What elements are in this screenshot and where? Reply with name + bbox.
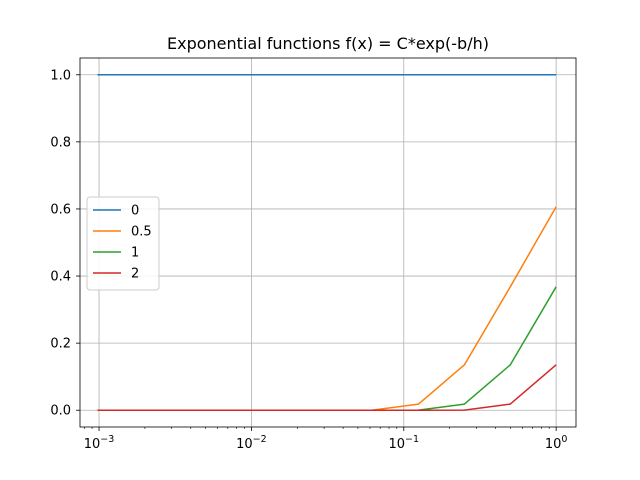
y-tick-label-3: 0.6 [50, 202, 71, 217]
y-tick-label-4: 0.8 [50, 135, 71, 150]
axes: 10−3 10−2 10−1 100 0.0 0.2 0.4 0.6 0.8 1.0 [50, 57, 577, 452]
legend-label-3: 2 [131, 267, 139, 282]
plot-frame [79, 57, 577, 428]
series-line-3 [97, 364, 557, 411]
chart-title: Exponential functions f(x) = C*exp(-b/h) [167, 34, 489, 53]
legend-label-1: 0.5 [131, 225, 152, 240]
x-tick-label-2: 10−1 [388, 434, 419, 452]
legend: 0 0.5 1 2 [86, 196, 160, 291]
series-line-1 [97, 206, 557, 411]
y-tick-label-5: 1.0 [50, 68, 71, 83]
x-tick-label-1: 10−2 [236, 434, 267, 452]
y-tick-label-2: 0.4 [50, 270, 71, 285]
x-tick-label-0: 10−3 [84, 434, 115, 452]
series-lines [97, 74, 557, 411]
x-tick-label-3: 100 [545, 434, 568, 452]
legend-box [86, 196, 160, 291]
legend-label-2: 1 [131, 246, 139, 261]
y-tick-label-1: 0.2 [50, 337, 71, 352]
legend-label-0: 0 [131, 204, 139, 219]
y-tick-label-0: 0.0 [50, 404, 71, 419]
series-line-2 [97, 286, 557, 411]
